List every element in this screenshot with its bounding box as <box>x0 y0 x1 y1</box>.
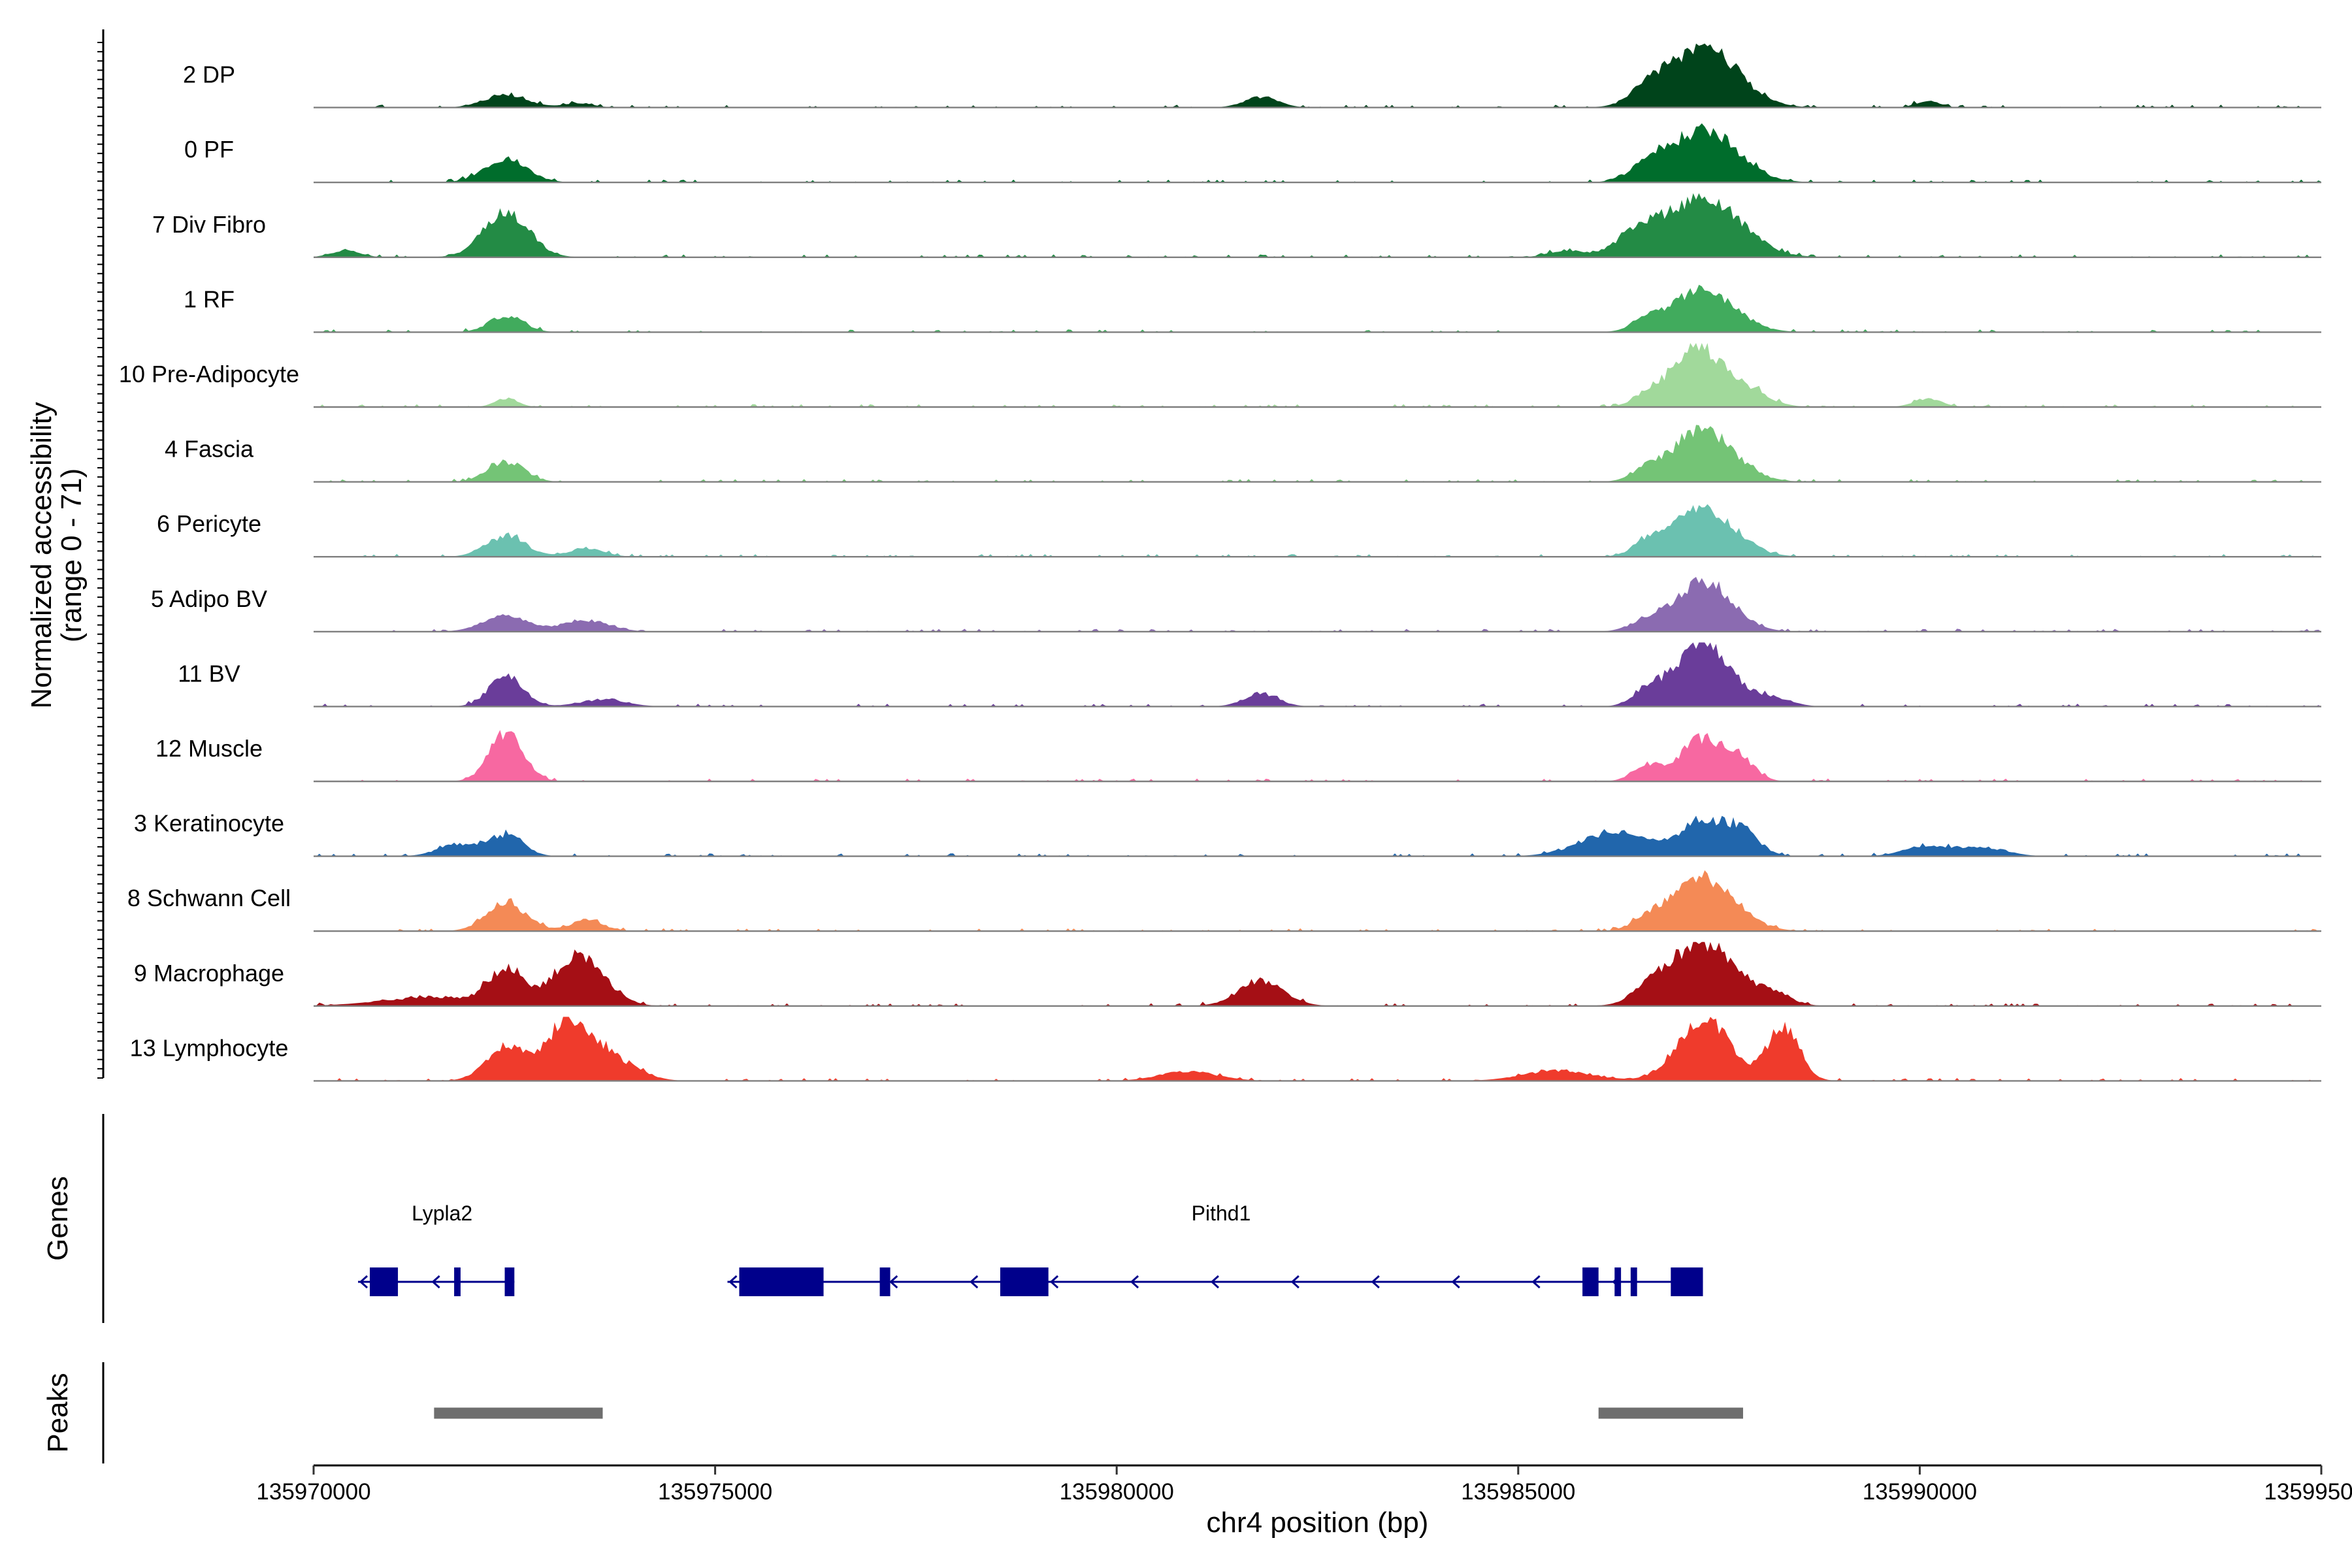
coverage-area <box>314 284 2321 333</box>
track-13: 9 Macrophage <box>134 941 2321 1007</box>
strand-arrow <box>728 1275 738 1289</box>
strand-arrow <box>1130 1275 1139 1289</box>
track-label: 5 Adipo BV <box>151 585 267 612</box>
x-tick-label: 135975000 <box>658 1479 772 1505</box>
peak-region <box>1598 1407 1743 1419</box>
track-2: 0 PF <box>184 123 2321 184</box>
gene-lypla2: Lypla2 <box>358 1201 515 1296</box>
track-label: 12 Muscle <box>155 735 263 762</box>
gene-label: Pithd1 <box>1192 1201 1251 1225</box>
x-axis-title: chr4 position (bp) <box>1207 1507 1429 1539</box>
strand-arrow <box>431 1275 440 1289</box>
x-tick-label: 135995000 <box>2264 1479 2352 1505</box>
strand-arrow <box>1210 1275 1220 1289</box>
strand-arrow <box>1049 1275 1059 1289</box>
gene-exon <box>454 1267 461 1296</box>
coverage-area <box>314 1017 2321 1081</box>
strand-arrow <box>1371 1275 1380 1289</box>
track-7: 6 Pericyte <box>157 504 2321 558</box>
gene-exon <box>1671 1267 1703 1296</box>
genes-panel: Genes Lypla2 Pithd1 <box>42 1114 1703 1323</box>
track-3: 7 Div Fibro <box>152 193 2321 258</box>
track-label: 2 DP <box>183 61 235 88</box>
gene-pithd1: Pithd1 <box>727 1201 1703 1296</box>
track-4: 1 RF <box>184 284 2321 333</box>
track-label: 8 Schwann Cell <box>127 885 291 911</box>
coverage-tracks: 2 DP 0 PF 7 Div Fibro 1 RF 10 Pre-Adipocyte 4… <box>119 43 2321 1082</box>
gene-exon <box>1582 1267 1599 1296</box>
track-12: 8 Schwann Cell <box>127 870 2321 932</box>
coverage-area <box>314 870 2321 932</box>
strand-arrow <box>969 1275 979 1289</box>
coverage-area <box>314 193 2321 257</box>
coverage-area <box>314 941 2321 1006</box>
track-label: 10 Pre-Adipocyte <box>119 361 299 387</box>
peaks-panel: Peaks <box>42 1362 1743 1463</box>
gene-exon <box>370 1267 399 1296</box>
peak-region <box>434 1407 603 1419</box>
track-label: 11 BV <box>178 660 240 687</box>
peaks-panel-title: Peaks <box>42 1373 74 1452</box>
gene-label: Lypla2 <box>412 1201 472 1225</box>
track-label: 13 Lymphocyte <box>130 1034 289 1061</box>
coverage-area <box>314 730 2321 781</box>
y-axis-title-line1: Normalized accessibility <box>25 402 57 708</box>
track-11: 3 Keratinocyte <box>134 810 2321 857</box>
coverage-area <box>314 123 2321 183</box>
coverage-area <box>314 642 2321 707</box>
gene-exon <box>1614 1267 1622 1296</box>
gene-exon <box>504 1267 515 1296</box>
y-axis: Normalized accessibility(range 0 - 71) <box>25 29 105 1079</box>
track-8: 5 Adipo BV <box>151 577 2321 632</box>
coverage-area <box>314 504 2321 557</box>
coverage-area <box>314 43 2321 108</box>
strand-arrow <box>889 1275 898 1289</box>
track-5: 10 Pre-Adipocyte <box>119 343 2321 408</box>
track-label: 6 Pericyte <box>157 510 261 537</box>
track-9: 11 BV <box>178 642 2321 708</box>
coverage-area <box>314 577 2321 632</box>
x-tick-label: 135985000 <box>1461 1479 1575 1505</box>
x-tick-label: 135990000 <box>1863 1479 1977 1505</box>
track-label: 3 Keratinocyte <box>134 810 284 837</box>
x-tick-label: 135980000 <box>1060 1479 1174 1505</box>
genes-panel-title: Genes <box>42 1176 74 1261</box>
track-10: 12 Muscle <box>155 730 2321 783</box>
gene-exon <box>1630 1267 1637 1296</box>
strand-arrow <box>1531 1275 1541 1289</box>
track-label: 9 Macrophage <box>134 960 284 987</box>
y-axis-title-line2: (range 0 - 71) <box>56 468 88 643</box>
coverage-area <box>314 425 2321 482</box>
track-14: 13 Lymphocyte <box>130 1017 2321 1082</box>
coverage-area <box>314 343 2321 407</box>
strand-arrow <box>1290 1275 1299 1289</box>
track-label: 4 Fascia <box>165 436 254 463</box>
coverage-area <box>314 815 2321 857</box>
y-axis-title: Normalized accessibility(range 0 - 71) <box>25 402 88 708</box>
track-1: 2 DP <box>183 43 2321 108</box>
x-tick-label: 135970000 <box>256 1479 370 1505</box>
track-label: 1 RF <box>184 286 235 312</box>
strand-arrow <box>359 1275 368 1289</box>
track-label: 0 PF <box>184 136 234 163</box>
strand-arrow <box>1451 1275 1460 1289</box>
gene-exon <box>1000 1267 1049 1296</box>
track-label: 7 Div Fibro <box>152 211 266 238</box>
gene-exon <box>739 1267 824 1296</box>
x-axis: 135970000 135975000 135980000 135985000 1359… <box>256 1464 2352 1539</box>
track-6: 4 Fascia <box>165 425 2321 483</box>
gene-exon <box>879 1267 890 1296</box>
